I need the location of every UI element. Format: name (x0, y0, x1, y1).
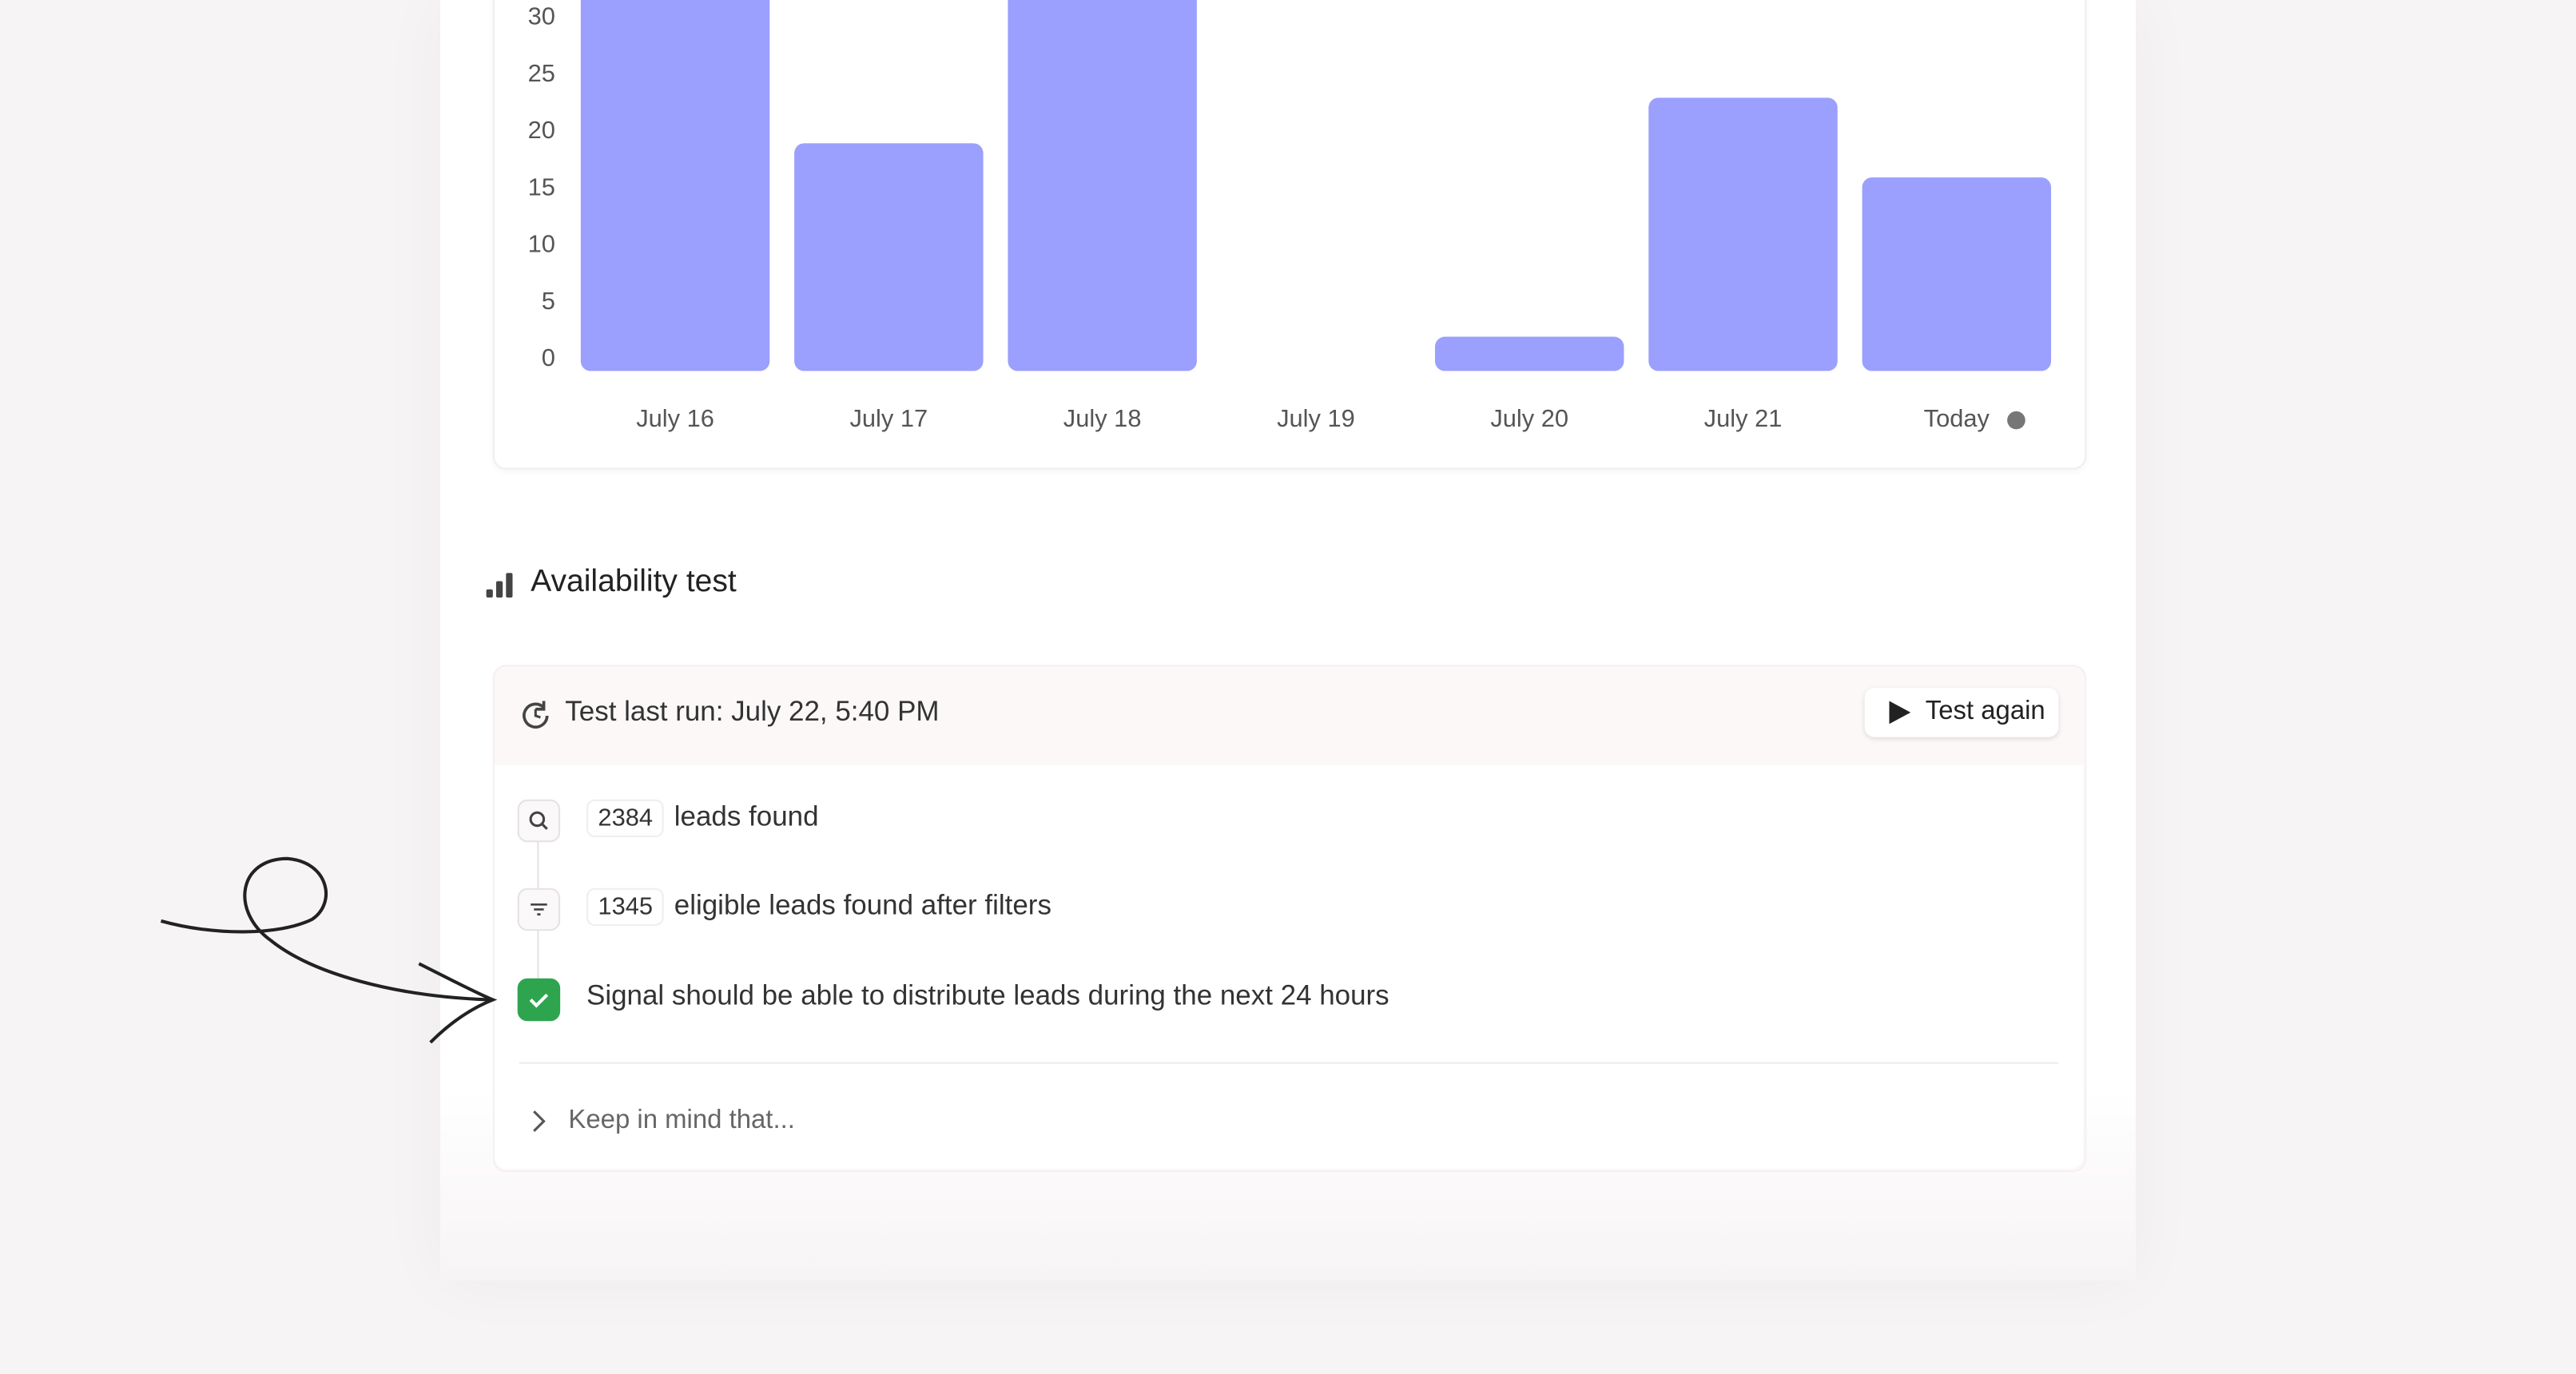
button-label[interactable]: Test again (1925, 697, 2045, 726)
chevron[interactable] (526, 1108, 552, 1134)
check-glyph (529, 993, 549, 1008)
x-tick-label: July 20 (1490, 404, 1568, 432)
step-text: eligible leads found after filters (674, 889, 1051, 921)
y-tick-label: 25 (528, 59, 555, 87)
arrow-doodle (160, 856, 498, 1044)
last-run: Test last run: July 22, 5:40 PM (565, 696, 940, 728)
note[interactable]: Keep in mind that... (568, 1106, 795, 1135)
play-icon (1889, 701, 1911, 725)
step-text: Signal should be able to distribute lead… (586, 979, 1389, 1011)
info-icon (2007, 411, 2025, 430)
count: 1345 (586, 888, 665, 927)
x-tick-label: July 16 (636, 404, 714, 432)
y-tick-label: 30 (528, 2, 555, 30)
x-tick-label: July 19 (1277, 404, 1355, 432)
step: 2384 leads found (586, 799, 819, 838)
history-icon (523, 701, 549, 729)
x-tick-label: Today (1924, 404, 1990, 432)
count: 2384 (586, 799, 665, 838)
bar (1862, 177, 2052, 371)
y-tick-label: 5 (542, 287, 555, 315)
bar (1648, 97, 1838, 371)
bar (794, 143, 984, 371)
filter-icon (517, 888, 561, 931)
bar (1008, 0, 1197, 371)
test-again-button[interactable]: Test again (1864, 688, 2059, 737)
x-tick-label: July 21 (1704, 404, 1783, 432)
step-text: leads found (674, 800, 819, 832)
bar (1435, 336, 1624, 371)
y-tick-label: 10 (528, 230, 555, 258)
y-tick-label: 15 (528, 173, 555, 201)
section-icon (486, 573, 513, 598)
divider (519, 1062, 2059, 1064)
search-glyph (529, 811, 548, 830)
bar (580, 0, 770, 371)
step: Signal should be able to distribute lead… (586, 980, 1389, 1013)
x-tick-label: July 18 (1063, 404, 1142, 432)
results (494, 764, 2084, 1169)
x-tick-label: July 17 (849, 404, 928, 432)
chart: 0 5 10 15 20 25 30 July 16 July 17 July 18 July 19… (528, 0, 2052, 432)
step: 1345 eligible leads found after filters (586, 888, 1051, 927)
filter-glyph (531, 903, 547, 915)
section-title: Availability test (531, 564, 737, 600)
y-tick-label: 0 (542, 344, 555, 371)
search-icon (517, 799, 561, 843)
check-icon (517, 978, 561, 1022)
y-tick-label: 20 (528, 116, 555, 144)
